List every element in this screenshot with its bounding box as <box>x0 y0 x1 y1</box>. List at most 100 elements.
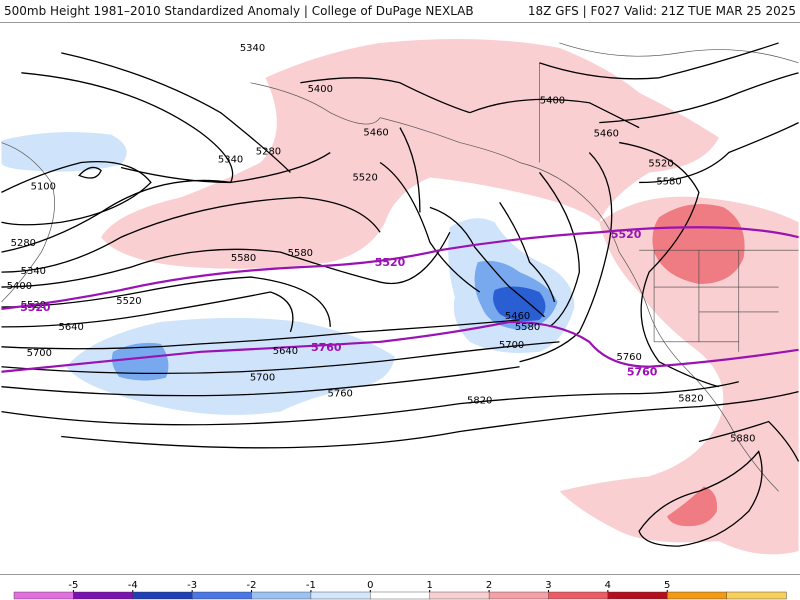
colorbar-swatches <box>13 591 787 600</box>
colorbar-swatch <box>667 591 728 600</box>
coastlines <box>1 42 799 492</box>
contour-label: 5400 <box>308 84 333 95</box>
colorbar-swatch <box>607 591 668 600</box>
reference-label: 5520 <box>375 256 406 269</box>
contour-line <box>1 366 520 397</box>
contour-line <box>21 72 234 184</box>
colorbar-swatch <box>73 591 134 600</box>
reference-label: 5520 <box>20 301 51 314</box>
contour-label: 5580 <box>288 248 313 259</box>
reference-contour-5760 <box>1 320 799 373</box>
colorbar-swatch <box>251 591 312 600</box>
contour-label: 5580 <box>231 253 256 264</box>
reference-label: 5760 <box>311 341 342 354</box>
alaska-coastline <box>250 82 520 163</box>
colorbar-swatch <box>310 591 372 600</box>
contour-line <box>1 161 152 226</box>
contour-line <box>1 319 520 350</box>
contour-line <box>499 201 556 303</box>
contour-line <box>1 381 739 426</box>
contour-label: 5460 <box>594 129 619 140</box>
contour-label: 5340 <box>218 154 243 165</box>
contour-line <box>469 98 640 129</box>
contour-label: 5400 <box>7 281 32 292</box>
colorbar-swatch <box>488 591 550 600</box>
negative-anomaly-mid <box>111 342 169 381</box>
anomaly-map: 5340 5400 5280 5340 5100 5460 5520 5280 … <box>0 22 800 575</box>
contour-label: 5280 <box>256 147 281 158</box>
colorbar-swatch <box>726 591 787 600</box>
contour-line <box>379 161 481 293</box>
contour-line <box>638 450 763 547</box>
contour-line <box>698 420 800 462</box>
contour-line <box>519 152 613 363</box>
contour-line <box>619 141 719 388</box>
asia-coastline <box>1 142 55 303</box>
reference-label-group: 5520 5520 5520 5760 5760 <box>20 228 658 379</box>
contour-label: 5340 <box>21 266 46 277</box>
contour-label: 5580 <box>515 322 540 333</box>
colorbar-tick-label: 1 <box>427 580 433 591</box>
contour-label: 5520 <box>21 300 46 311</box>
contour-label: 5280 <box>11 238 36 249</box>
colorbar: -5 -4 -3 -2 -1 0 1 2 3 4 5 <box>13 580 787 600</box>
contour-line <box>429 206 545 318</box>
reference-lines <box>1 226 799 373</box>
contour-label: 5460 <box>505 311 530 322</box>
contour-label: 5880 <box>730 433 755 444</box>
map-title: 500mb Height 1981–2010 Standardized Anom… <box>4 4 474 18</box>
header-bar: 500mb Height 1981–2010 Standardized Anom… <box>0 0 800 22</box>
colorbar-tick-label: 2 <box>486 580 492 591</box>
colorbar-tick-label: -5 <box>68 580 78 591</box>
contour-label: 5700 <box>250 373 275 384</box>
state-border <box>653 250 699 343</box>
contour-line <box>399 127 421 213</box>
positive-anomaly-area <box>101 38 719 269</box>
contour-label: 5520 <box>648 158 673 169</box>
colorbar-tick-label: 0 <box>367 580 373 591</box>
model-valid-time: 18Z GFS | F027 Valid: 21Z TUE MAR 25 202… <box>527 4 796 18</box>
reference-label: 5520 <box>611 228 642 241</box>
contour-line <box>1 291 294 333</box>
canada-coastline <box>559 42 799 64</box>
contour-label: 5760 <box>328 389 353 400</box>
contour-line <box>1 231 451 288</box>
contour-label: 5700 <box>499 340 524 351</box>
contour-label: 5520 <box>352 172 377 183</box>
colorbar-tick-label: -1 <box>306 580 316 591</box>
positive-anomaly-core <box>652 204 745 285</box>
contour-label: 5520 <box>116 296 141 307</box>
contour-label: 5760 <box>616 352 641 363</box>
contour-line <box>61 52 291 173</box>
colorbar-tick-label: -4 <box>128 580 138 591</box>
contour-line <box>1 276 331 327</box>
colorbar-swatch <box>13 591 75 600</box>
positive-anomaly-core <box>667 486 718 527</box>
contour-line <box>61 391 799 449</box>
contour-line <box>300 77 470 114</box>
state-border <box>698 250 739 343</box>
alaska-panhandle <box>519 162 620 253</box>
colorbar-ticks: -5 -4 -3 -2 -1 0 1 2 3 4 5 <box>68 580 670 592</box>
colorbar-tick-label: -3 <box>187 580 197 591</box>
height-contours <box>1 42 800 547</box>
contour-line <box>1 341 560 375</box>
reference-label: 5760 <box>627 366 658 379</box>
negative-anomaly-core <box>492 286 546 322</box>
colorbar-swatch <box>370 591 431 600</box>
reference-contour-5520 <box>1 226 799 311</box>
colorbar-swatch <box>191 591 253 600</box>
contour-line <box>78 166 102 179</box>
contour-line <box>1 196 381 273</box>
contour-line <box>539 42 779 80</box>
contour-line <box>1 151 331 253</box>
colorbar-tick-label: -2 <box>247 580 257 591</box>
borders <box>539 62 799 352</box>
colorbar-tick-label: 4 <box>605 580 611 591</box>
negative-anomaly-area <box>1 132 127 172</box>
colorbar-tick-label: 5 <box>664 580 670 591</box>
colorbar-swatch <box>429 591 490 600</box>
colorbar-swatch <box>132 591 193 600</box>
colorbar-swatch <box>548 591 609 600</box>
contour-label-group: 5340 5400 5280 5340 5100 5460 5520 5280 … <box>7 43 756 445</box>
